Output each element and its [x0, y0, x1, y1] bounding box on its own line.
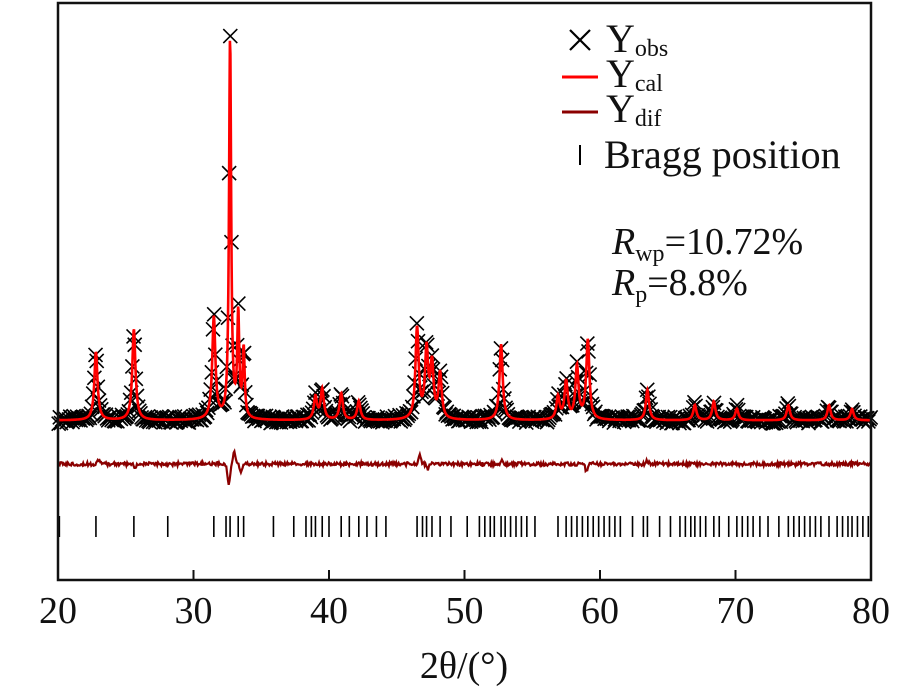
observed-point	[206, 306, 222, 322]
x-tick-label: 70	[717, 590, 755, 632]
observed-point	[222, 28, 238, 44]
calculated-series-line	[58, 40, 871, 422]
observed-point	[686, 394, 703, 410]
x-axis-ticks: 20 30 40 50 60 70 80	[39, 570, 890, 632]
observed-point	[230, 296, 246, 312]
legend-obs-marker	[569, 29, 591, 51]
observed-series	[51, 28, 879, 432]
stats-background	[586, 208, 844, 306]
legend-obs-label: Yobs	[606, 16, 668, 62]
x-tick-label: 50	[446, 590, 484, 632]
x-axis-title: 2θ/(°)	[420, 645, 508, 687]
x-tick-label: 60	[581, 590, 619, 632]
stat-rwp: Rwp=10.72%	[611, 221, 803, 267]
stat-rp: Rp=8.8%	[611, 262, 748, 308]
x-tick-label: 40	[310, 590, 348, 632]
observed-point	[409, 315, 425, 331]
legend-background	[548, 6, 866, 196]
legend-dif-label: Ydif	[606, 86, 662, 132]
observed-point	[197, 409, 213, 425]
x-tick-label: 30	[175, 590, 213, 632]
observed-point	[780, 395, 796, 411]
x-tick-label: 80	[852, 590, 890, 632]
legend-cal-label: Ycal	[606, 51, 663, 97]
legend: Yobs Ycal Ydif Bragg position	[548, 6, 866, 196]
refinement-stats: Rwp=10.72% Rp=8.8%	[586, 208, 844, 308]
x-tick-label: 20	[39, 590, 77, 632]
legend-bragg-label: Bragg position	[604, 132, 841, 177]
difference-series-line	[56, 448, 872, 486]
bragg-position-ticks	[58, 516, 870, 537]
